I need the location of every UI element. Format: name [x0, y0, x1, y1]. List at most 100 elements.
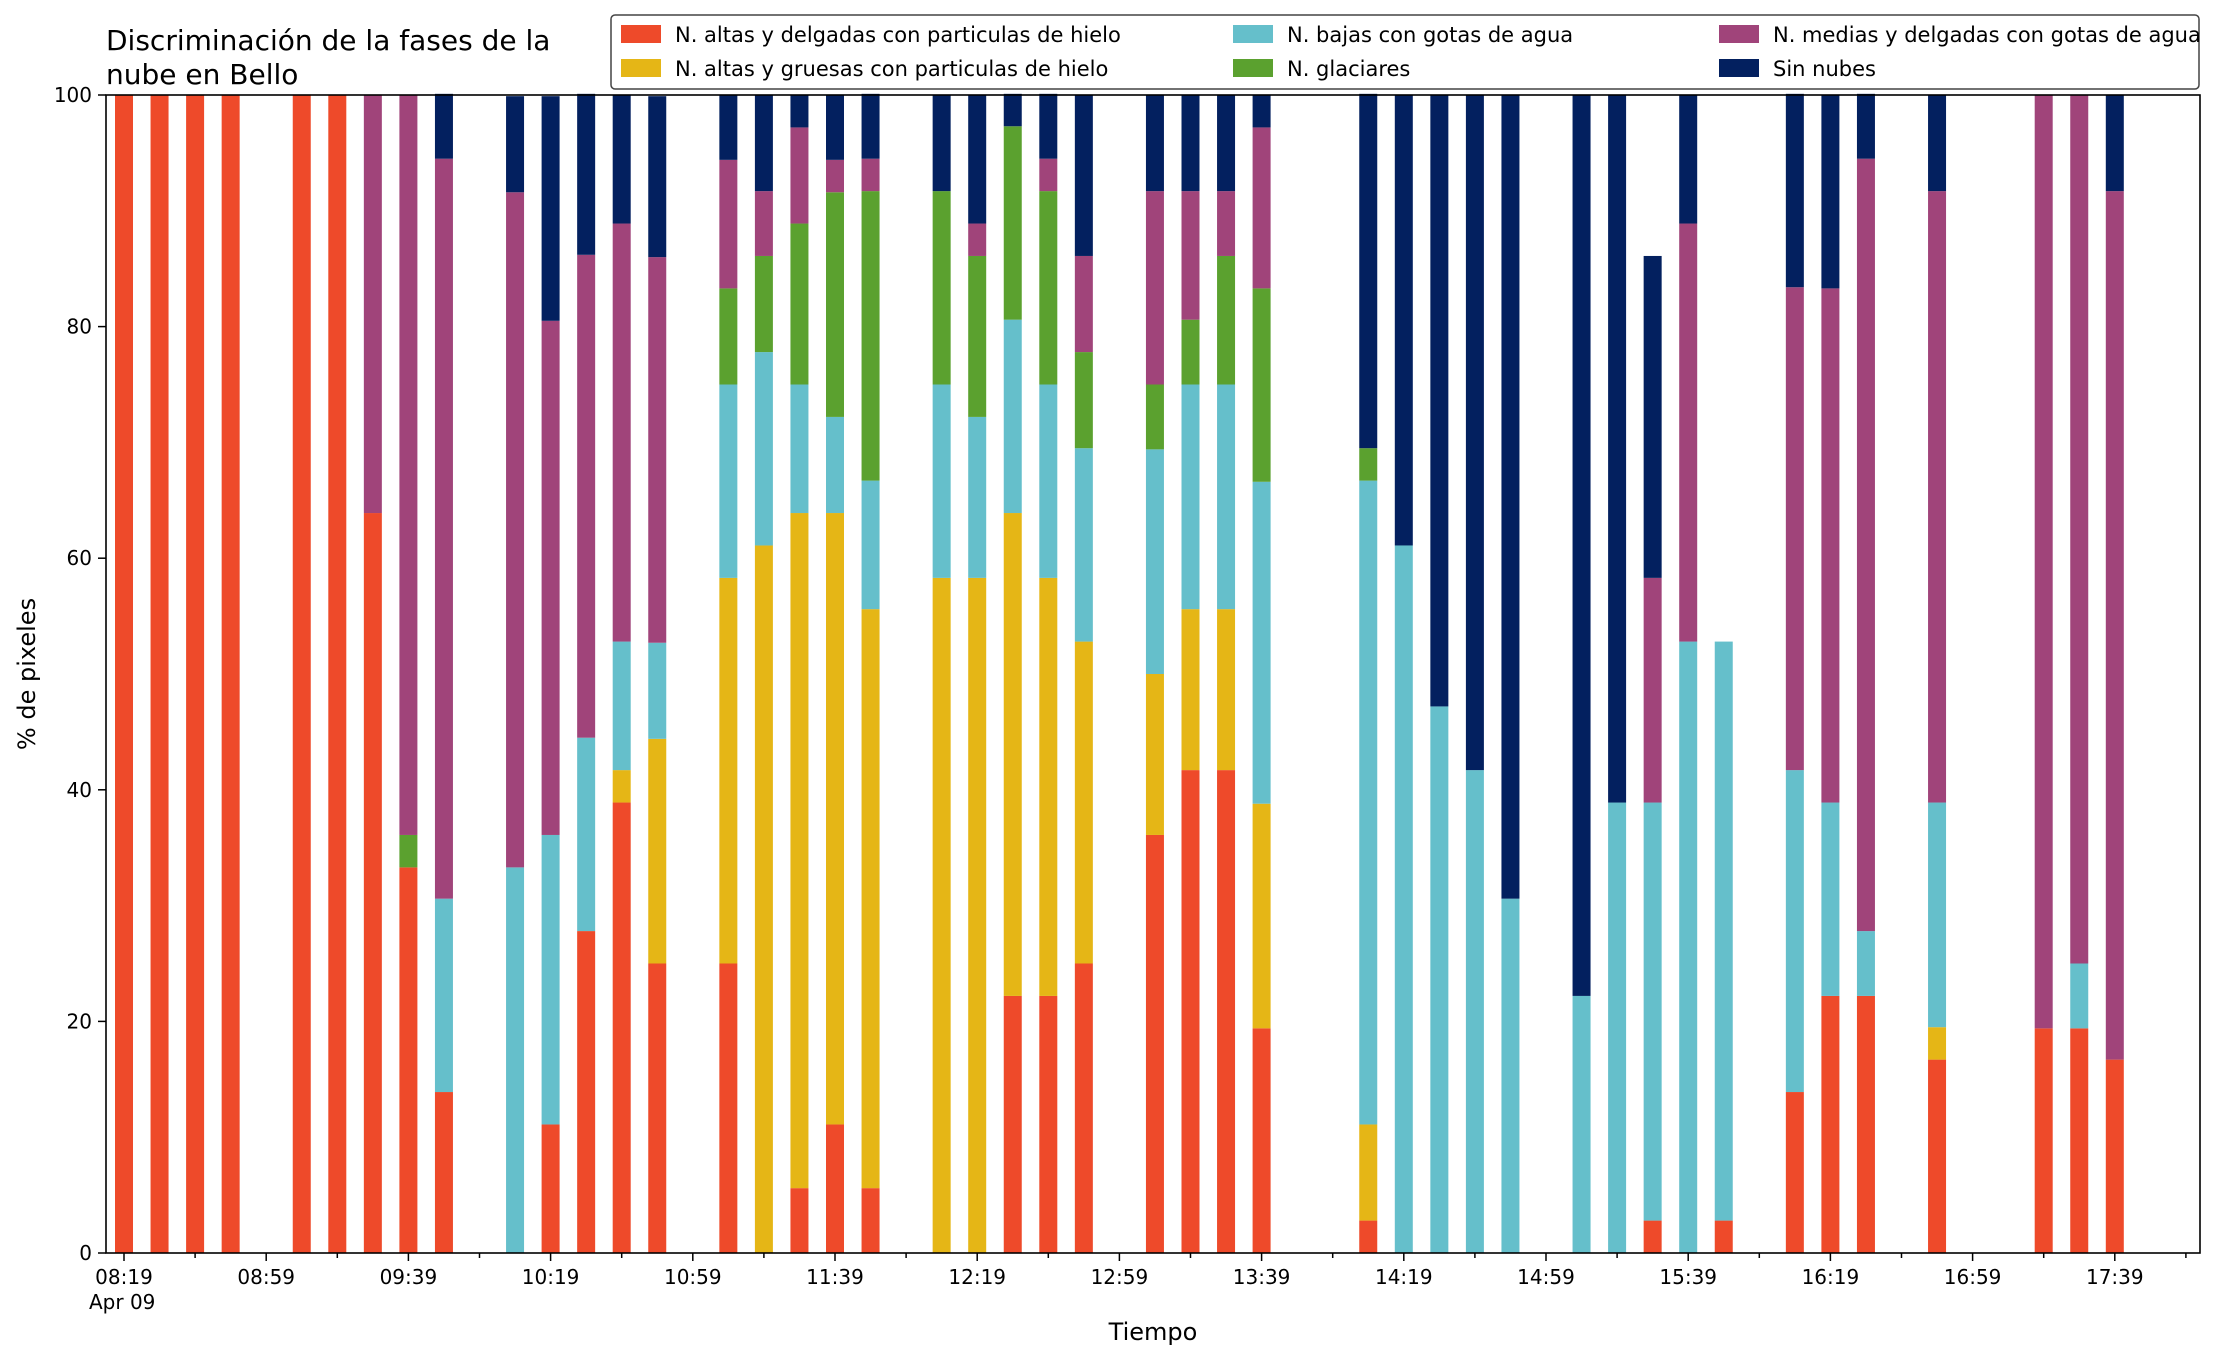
x-tick-label: 11:39 — [806, 1265, 864, 1289]
bar-segment-1619-s2 — [1821, 802, 1840, 996]
bar-segment-1319-s3 — [1181, 319, 1200, 385]
bar-segment-1109-s0 — [719, 963, 738, 1253]
bar-segment-1249-s4 — [1074, 255, 1093, 353]
bar-segment-1219-s5 — [968, 95, 987, 224]
bar-segment-1119-s1 — [754, 545, 773, 1253]
x-tick-label: 12:19 — [948, 1265, 1006, 1289]
bar-segment-1619-s4 — [1821, 288, 1840, 803]
bar-segment-1129-s0 — [790, 1188, 809, 1253]
bar-segment-0939-s4 — [399, 95, 418, 835]
legend-entry: Sin nubes — [1773, 57, 1876, 81]
bar-segment-0949-s2 — [434, 898, 453, 1093]
x-tick-label: 17:39 — [2086, 1265, 2144, 1289]
bar-segment-1409-s1 — [1359, 1124, 1378, 1221]
legend-entry: N. altas y gruesas con particulas de hie… — [675, 57, 1108, 81]
bar-segment-1719-s0 — [2034, 1028, 2053, 1253]
bar-segment-1309-s3 — [1145, 384, 1164, 450]
bar-segment-1439-s5 — [1465, 95, 1484, 771]
bar-segment-1539-s2 — [1679, 641, 1698, 1253]
bar-segment-1049-s0 — [648, 963, 667, 1253]
bar-segment-1309-s1 — [1145, 674, 1164, 835]
bar-segment-1329-s1 — [1217, 609, 1236, 771]
bar-segment-0929-s4 — [363, 95, 382, 514]
bar-segment-1319-s5 — [1181, 95, 1200, 192]
bar-segment-1609-s2 — [1785, 770, 1804, 1093]
bar-segment-1239-s0 — [1039, 995, 1058, 1253]
x-tick-label: 16:19 — [1802, 1265, 1860, 1289]
y-tick-label: 80 — [67, 315, 92, 339]
bar-segment-1329-s0 — [1217, 770, 1236, 1253]
bar-segment-1249-s1 — [1074, 641, 1093, 964]
bar-segment-1249-s5 — [1074, 95, 1093, 256]
bar-segment-1239-s3 — [1039, 191, 1058, 385]
bars-layer — [115, 93, 2124, 1253]
bar-segment-1229-s0 — [1003, 995, 1022, 1253]
bar-segment-1139-s0 — [826, 1124, 844, 1253]
x-tick-label: 08:59 — [237, 1265, 295, 1289]
legend-entry: N. medias y delgadas con gotas de agua — [1773, 23, 2201, 47]
bar-segment-1149-s2 — [861, 480, 880, 610]
bar-segment-1549-s0 — [1714, 1220, 1733, 1253]
bar-segment-1019-s5 — [541, 96, 560, 321]
bar-segment-1039-s2 — [612, 641, 631, 771]
bar-segment-1549-s2 — [1714, 641, 1733, 1221]
x-tick-label: 14:59 — [1517, 1265, 1575, 1289]
bar-segment-0849-s0 — [221, 95, 240, 1253]
bar-segment-1309-s4 — [1145, 191, 1164, 385]
bar-segment-0909-s0 — [292, 95, 311, 1253]
bar-segment-1209-s2 — [932, 384, 951, 578]
chart-title-line-1: Discriminación de la fases de la — [106, 24, 550, 57]
bar-segment-1129-s4 — [790, 127, 809, 224]
bar-segment-1229-s5 — [1003, 93, 1022, 127]
bar-segment-1139-s4 — [826, 159, 844, 193]
bar-segment-1229-s1 — [1003, 513, 1022, 996]
bar-segment-1729-s0 — [2070, 1028, 2089, 1253]
x-tick-label: 12:59 — [1091, 1265, 1149, 1289]
bar-segment-1539-s4 — [1679, 223, 1698, 642]
bar-segment-0949-s5 — [434, 93, 453, 159]
bar-segment-1319-s2 — [1181, 384, 1200, 610]
legend-swatch — [1719, 25, 1759, 43]
bar-segment-1139-s1 — [826, 513, 844, 1125]
bar-segment-1129-s1 — [790, 513, 809, 1189]
bar-segment-1449-s2 — [1501, 898, 1520, 1253]
x-tick-label: 15:39 — [1659, 1265, 1717, 1289]
bar-segment-1319-s1 — [1181, 609, 1200, 771]
bar-segment-1209-s3 — [932, 191, 951, 385]
bar-segment-1309-s5 — [1145, 95, 1164, 192]
bar-segment-1339-s5 — [1252, 95, 1271, 128]
bar-segment-1529-s4 — [1643, 577, 1662, 803]
bar-segment-1529-s2 — [1643, 802, 1662, 1221]
x-tick-label: 10:19 — [522, 1265, 580, 1289]
bar-segment-1219-s3 — [968, 255, 987, 417]
bar-segment-0939-s3 — [399, 834, 418, 868]
bar-segment-1139-s3 — [826, 192, 844, 417]
bar-segment-1649-s0 — [1928, 1059, 1947, 1253]
x-tick-label: 09:39 — [380, 1265, 438, 1289]
bar-segment-1039-s4 — [612, 223, 631, 642]
bar-segment-1649-s5 — [1928, 95, 1947, 192]
bar-segment-1009-s4 — [506, 192, 525, 868]
bar-segment-1509-s5 — [1572, 95, 1591, 996]
bar-segment-1339-s2 — [1252, 481, 1271, 804]
x-date-label: Apr 09 — [89, 1290, 155, 1314]
legend-swatch — [1719, 59, 1759, 77]
bar-segment-1219-s2 — [968, 416, 987, 578]
bar-segment-1249-s3 — [1074, 352, 1093, 449]
bar-segment-1109-s1 — [719, 577, 738, 964]
chart-title-line-2: nube en Bello — [106, 58, 298, 91]
bar-segment-1609-s0 — [1785, 1092, 1804, 1253]
bar-segment-1619-s0 — [1821, 995, 1840, 1253]
bar-segment-0839-s0 — [186, 95, 205, 1253]
bar-segment-0939-s0 — [399, 867, 418, 1253]
bar-segment-1009-s2 — [506, 867, 525, 1253]
bar-segment-1109-s2 — [719, 384, 738, 578]
x-tick-label: 10:59 — [664, 1265, 722, 1289]
bar-segment-1109-s4 — [719, 159, 738, 289]
bar-segment-1339-s3 — [1252, 288, 1271, 482]
bar-segment-1519-s5 — [1608, 95, 1627, 803]
legend-swatch — [1233, 25, 1273, 43]
bar-segment-1629-s0 — [1856, 995, 1875, 1253]
bar-segment-1019-s0 — [541, 1124, 560, 1253]
bar-segment-1149-s3 — [861, 191, 880, 481]
